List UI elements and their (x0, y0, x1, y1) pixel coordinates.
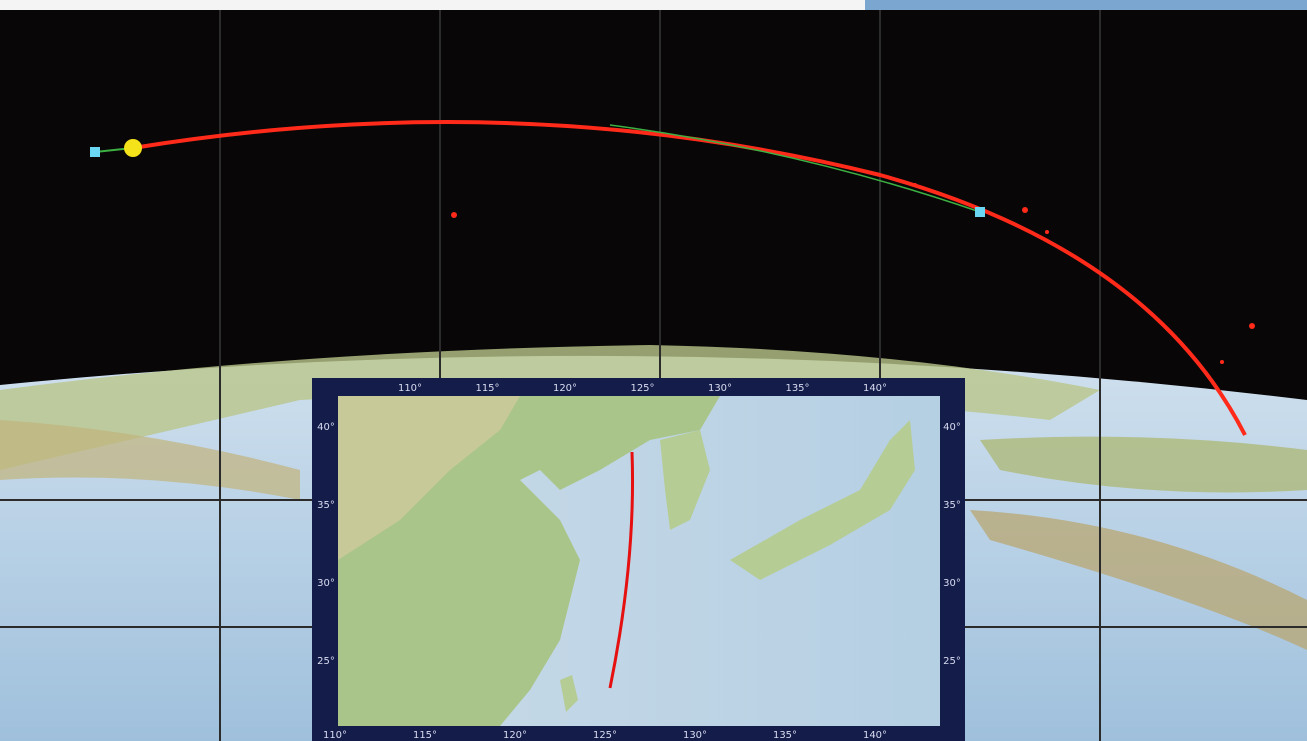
degree-label: 25° (317, 656, 335, 667)
degree-label: 120° (553, 383, 577, 394)
degree-label: 130° (708, 383, 732, 394)
degree-label: 40° (943, 422, 961, 433)
top-bar (0, 0, 865, 10)
degree-label: 110° (398, 383, 422, 394)
degree-label: 30° (317, 578, 335, 589)
inset-trajectory (608, 451, 635, 689)
taiwan (560, 675, 578, 712)
degree-label: 30° (943, 578, 961, 589)
debris (451, 183, 1255, 364)
highland (338, 396, 520, 560)
degree-label: 110° (323, 730, 347, 741)
degree-label: 35° (317, 500, 335, 511)
land (0, 420, 300, 500)
degree-label: 135° (773, 730, 797, 741)
trajectory (132, 120, 1247, 436)
land (980, 436, 1307, 493)
land (970, 510, 1307, 650)
degree-label: 125° (630, 383, 654, 394)
degree-label: 35° (943, 500, 961, 511)
land (0, 345, 1100, 470)
degree-label: 140° (863, 383, 887, 394)
top-bar-blue (865, 0, 1307, 10)
degree-label: 115° (413, 730, 437, 741)
inset-labels: 110° 115° 120° 125° 130° 135° 140° 110° 115° 120°… (317, 383, 961, 741)
marker (90, 147, 100, 157)
degree-label: 115° (475, 383, 499, 394)
degree-label: 25° (943, 656, 961, 667)
degree-label: 140° (863, 730, 887, 741)
degree-label: 130° (683, 730, 707, 741)
degree-label: 125° (593, 730, 617, 741)
korea (660, 430, 710, 530)
japan (730, 420, 915, 580)
marker (975, 207, 985, 217)
predicted-path (609, 124, 981, 213)
launch-point (124, 139, 142, 157)
degree-label: 135° (785, 383, 809, 394)
degree-label: 40° (317, 422, 335, 433)
degree-label: 120° (503, 730, 527, 741)
